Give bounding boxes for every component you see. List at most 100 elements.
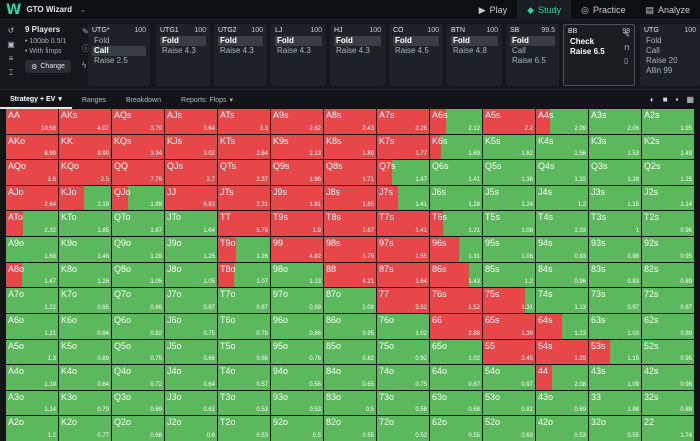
hand-cell[interactable]: KQs 3.34 (112, 134, 164, 160)
hand-cell[interactable]: 84s 0.96 (536, 262, 588, 288)
hand-cell[interactable]: J5s 1.24 (483, 185, 535, 211)
hand-cell[interactable]: K8o 1.26 (59, 262, 111, 288)
hand-cell[interactable]: 54o 0.97 (483, 365, 535, 390)
hand-cell[interactable]: 52s 0.95 (642, 339, 694, 365)
hand-cell[interactable]: T5o 0.66 (218, 339, 270, 365)
hand-cell[interactable]: 96o 0.86 (271, 313, 323, 339)
hand-cell[interactable]: Q5o 0.75 (112, 339, 164, 365)
hand-cell[interactable]: J8o 1.05 (165, 262, 217, 288)
hand-cell[interactable]: 53o 0.81 (483, 390, 535, 416)
hand-cell[interactable]: 86s 1.43 (430, 262, 482, 288)
hand-cell[interactable]: K4o 0.84 (59, 365, 111, 390)
hand-cell[interactable]: AJo 2.64 (6, 185, 58, 211)
hand-cell[interactable]: K3o 0.79 (59, 390, 111, 416)
hand-cell[interactable]: J6o 0.75 (165, 313, 217, 339)
hand-cell[interactable]: A2s 1.95 (642, 109, 694, 134)
hand-cell[interactable]: KJo 2.19 (59, 185, 111, 211)
tab-breakdown[interactable]: Breakdown (125, 96, 162, 104)
hand-cell[interactable]: 65s 1.39 (483, 313, 535, 339)
bolt-icon[interactable]: ϟ (82, 61, 87, 70)
grid-view-icon[interactable]: ▦ (686, 95, 694, 104)
position-card-sb[interactable]: SB 99.5 Fold Call Raise 6.5 (506, 24, 559, 86)
hand-cell[interactable]: 75o 0.92 (377, 339, 429, 365)
hand-cell[interactable]: T8o 1.07 (218, 262, 270, 288)
hand-cell[interactable]: QQ 7.76 (112, 160, 164, 185)
hand-cell[interactable]: 83o 0.5 (324, 390, 376, 416)
hand-cell[interactable]: AKo 8.99 (6, 134, 58, 160)
position-card-co[interactable]: CO 100 Fold Raise 4.5 (389, 24, 443, 86)
hand-cell[interactable]: A5o 1.3 (6, 339, 58, 365)
hand-cell[interactable]: 65o 1.02 (430, 339, 482, 365)
hand-cell[interactable]: 98s 1.78 (324, 237, 376, 262)
hand-cell[interactable]: TT 5.79 (218, 211, 270, 237)
action-fold[interactable]: Fold (451, 36, 498, 46)
action-raise[interactable]: Raise 4.3 (277, 46, 311, 55)
hand-cell[interactable]: J3o 0.61 (165, 390, 217, 416)
hand-cell[interactable]: T9o 1.26 (218, 237, 270, 262)
hand-cell[interactable]: Q7s 1.47 (377, 160, 429, 185)
action-fold[interactable]: Fold (510, 36, 555, 46)
hand-cell[interactable]: K4s 1.56 (536, 134, 588, 160)
hand-cell[interactable]: 82s 0.89 (642, 262, 694, 288)
position-card-lj[interactable]: LJ 100 Fold Raise 4.3 (271, 24, 326, 86)
hand-cell[interactable]: 75s 1.31 (483, 288, 535, 313)
hand-cell[interactable]: J9s 1.91 (271, 185, 323, 211)
hand-cell[interactable]: AKs 4.07 (59, 109, 111, 134)
hand-cell[interactable]: 22 1.74 (642, 416, 694, 441)
hand-cell[interactable]: 33 1.88 (589, 390, 641, 416)
hand-cell[interactable]: A6o 1.21 (6, 313, 58, 339)
hand-cell[interactable]: K2s 1.49 (642, 134, 694, 160)
hand-cell[interactable]: Q3s 1.28 (589, 160, 641, 185)
hand-cell[interactable]: 99 4.82 (271, 237, 323, 262)
hand-cell[interactable]: 73o 0.58 (377, 390, 429, 416)
position-card-btn[interactable]: BTN 100 Fold Raise 4.8 (447, 24, 502, 86)
hand-cell[interactable]: J5o 0.66 (165, 339, 217, 365)
hand-cell[interactable]: J4o 0.64 (165, 365, 217, 390)
hand-cell[interactable]: A2o 1.2 (6, 416, 58, 441)
logo[interactable]: W GTO Wizard ⌄ (0, 2, 86, 18)
hand-cell[interactable]: 43o 0.69 (536, 390, 588, 416)
action-check[interactable]: Check (570, 37, 595, 46)
nav-study[interactable]: ◆ Study (517, 0, 572, 20)
action-fold[interactable]: Fold (218, 36, 263, 46)
position-card-utg[interactable]: UTG* 100 Fold Call Raise 2.5 (88, 24, 150, 86)
hand-cell[interactable]: 42s 0.96 (642, 365, 694, 390)
copy-icon[interactable]: ▯ (624, 58, 628, 65)
hand-cell[interactable]: 94s 0.93 (536, 237, 588, 262)
hand-cell[interactable]: A3s 2.06 (589, 109, 641, 134)
hand-cell[interactable]: Q5s 1.36 (483, 160, 535, 185)
hand-cell[interactable]: T6s 1.21 (430, 211, 482, 237)
hand-cell[interactable]: J2s 1.14 (642, 185, 694, 211)
hand-cell[interactable]: J9o 1.25 (165, 237, 217, 262)
hand-cell[interactable]: K6s 1.69 (430, 134, 482, 160)
hand-cell[interactable]: 92s 0.95 (642, 237, 694, 262)
hand-cell[interactable]: T4o 0.57 (218, 365, 270, 390)
hand-cell[interactable]: Q9o 1.28 (112, 237, 164, 262)
hand-cell[interactable]: K5s 1.62 (483, 134, 535, 160)
hand-cell[interactable]: 73s 0.97 (589, 288, 641, 313)
hand-cell[interactable]: T2o 0.53 (218, 416, 270, 441)
hand-cell[interactable]: 43s 1.09 (589, 365, 641, 390)
hand-cell[interactable]: K5o 0.89 (59, 339, 111, 365)
action-raise[interactable]: Raise 4.3 (220, 46, 254, 55)
hand-cell[interactable]: KQo 2.5 (59, 160, 111, 185)
hand-cell[interactable]: Q2o 0.68 (112, 416, 164, 441)
hand-cell[interactable]: A6s 2.12 (430, 109, 482, 134)
hand-cell[interactable]: 86o 0.95 (324, 313, 376, 339)
hand-cell[interactable]: Q2s 1.25 (642, 160, 694, 185)
hand-cell[interactable]: 87o 1.09 (324, 288, 376, 313)
action-call[interactable]: Call (646, 46, 660, 55)
hand-cell[interactable]: AQs 3.79 (112, 109, 164, 134)
action-raise[interactable]: Raise 20 (646, 56, 678, 65)
hand-cell[interactable]: 42o 0.53 (536, 416, 588, 441)
hand-cell[interactable]: 94o 0.56 (271, 365, 323, 390)
action-fold[interactable]: Fold (160, 36, 206, 46)
hand-cell[interactable]: 98o 1.13 (271, 262, 323, 288)
hand-cell[interactable]: 83s 0.83 (589, 262, 641, 288)
hand-cell[interactable]: T8s 1.67 (324, 211, 376, 237)
save-icon[interactable]: ▣ (7, 40, 15, 49)
tab-reports-flops[interactable]: Reports: Flops ▾ (171, 91, 243, 109)
info-icon[interactable]: ⓘ (82, 44, 90, 53)
hand-cell[interactable]: AA 10.58 (6, 109, 58, 134)
hand-cell[interactable]: K2o 0.77 (59, 416, 111, 441)
